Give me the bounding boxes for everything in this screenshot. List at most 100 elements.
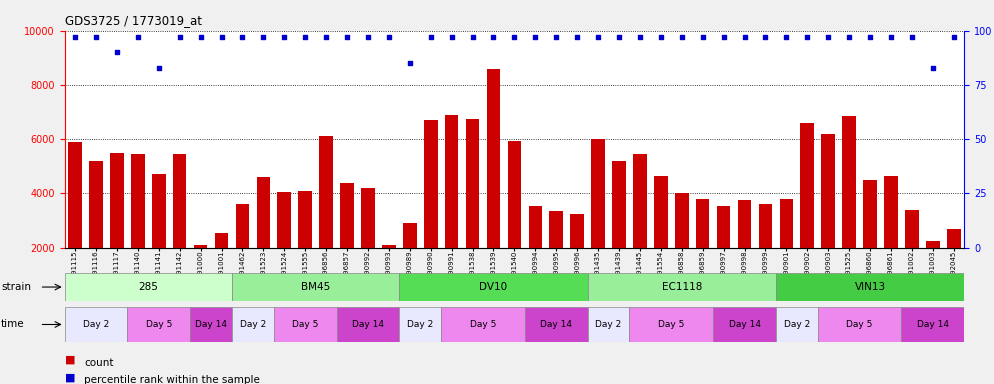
Point bbox=[632, 34, 648, 40]
Point bbox=[360, 34, 376, 40]
Bar bbox=[587, 273, 776, 301]
Text: Day 2: Day 2 bbox=[240, 320, 266, 329]
Point bbox=[904, 34, 919, 40]
Bar bbox=[818, 307, 902, 342]
Point bbox=[570, 34, 585, 40]
Point bbox=[653, 34, 669, 40]
Bar bbox=[382, 245, 396, 302]
Bar bbox=[232, 307, 273, 342]
Bar bbox=[587, 307, 629, 342]
Point bbox=[485, 34, 501, 40]
Text: DV10: DV10 bbox=[479, 282, 508, 292]
Bar bbox=[758, 204, 772, 302]
Text: Day 14: Day 14 bbox=[195, 320, 227, 329]
Bar bbox=[400, 307, 441, 342]
Text: GDS3725 / 1773019_at: GDS3725 / 1773019_at bbox=[65, 14, 202, 27]
Point bbox=[235, 34, 250, 40]
Text: BM45: BM45 bbox=[301, 282, 330, 292]
Bar bbox=[654, 176, 668, 302]
Bar bbox=[361, 188, 375, 302]
Bar bbox=[902, 307, 964, 342]
Point bbox=[297, 34, 313, 40]
Text: Day 2: Day 2 bbox=[83, 320, 109, 329]
Bar bbox=[884, 176, 898, 302]
Text: Day 2: Day 2 bbox=[595, 320, 621, 329]
Point bbox=[109, 50, 125, 56]
Point bbox=[695, 34, 711, 40]
Bar bbox=[466, 119, 479, 302]
Point bbox=[130, 34, 146, 40]
Bar bbox=[696, 199, 710, 302]
Text: Day 14: Day 14 bbox=[729, 320, 760, 329]
Text: Day 2: Day 2 bbox=[408, 320, 433, 329]
Bar bbox=[277, 192, 291, 302]
Text: Day 14: Day 14 bbox=[540, 320, 573, 329]
Text: 285: 285 bbox=[138, 282, 158, 292]
Bar bbox=[337, 307, 400, 342]
Point bbox=[276, 34, 292, 40]
Bar bbox=[529, 206, 542, 302]
Text: strain: strain bbox=[1, 282, 31, 292]
Bar bbox=[842, 116, 856, 302]
Bar bbox=[131, 154, 145, 302]
Bar bbox=[717, 206, 731, 302]
Point bbox=[883, 34, 899, 40]
Text: count: count bbox=[84, 358, 114, 368]
Bar bbox=[65, 307, 127, 342]
Point bbox=[318, 34, 334, 40]
Bar bbox=[445, 115, 458, 302]
Point bbox=[151, 65, 167, 71]
Bar bbox=[256, 177, 270, 302]
Bar bbox=[675, 194, 689, 302]
Text: Day 5: Day 5 bbox=[847, 320, 873, 329]
Bar bbox=[298, 191, 312, 302]
Bar bbox=[441, 307, 525, 342]
Bar bbox=[713, 307, 776, 342]
Bar bbox=[110, 153, 123, 302]
Point bbox=[590, 34, 606, 40]
Bar bbox=[340, 183, 354, 302]
Text: EC1118: EC1118 bbox=[662, 282, 702, 292]
Point bbox=[778, 34, 794, 40]
Text: Day 5: Day 5 bbox=[292, 320, 318, 329]
Point bbox=[339, 34, 355, 40]
Point bbox=[402, 60, 417, 66]
Bar bbox=[508, 141, 521, 302]
Point bbox=[716, 34, 732, 40]
Text: Day 2: Day 2 bbox=[783, 320, 810, 329]
Point bbox=[88, 34, 104, 40]
Point bbox=[507, 34, 523, 40]
Text: VIN13: VIN13 bbox=[855, 282, 886, 292]
Point bbox=[674, 34, 690, 40]
Bar bbox=[633, 154, 647, 302]
Point bbox=[464, 34, 480, 40]
Bar bbox=[863, 180, 877, 302]
Bar bbox=[776, 307, 818, 342]
Bar bbox=[629, 307, 713, 342]
Bar bbox=[232, 273, 400, 301]
Bar bbox=[190, 307, 232, 342]
Bar bbox=[273, 307, 337, 342]
Bar bbox=[319, 136, 333, 302]
Bar bbox=[194, 245, 208, 302]
Text: Day 5: Day 5 bbox=[470, 320, 496, 329]
Bar bbox=[173, 154, 187, 302]
Text: Day 5: Day 5 bbox=[658, 320, 685, 329]
Point bbox=[68, 34, 83, 40]
Bar bbox=[550, 211, 563, 302]
Bar bbox=[591, 139, 605, 302]
Bar bbox=[403, 223, 416, 302]
Text: ■: ■ bbox=[65, 372, 76, 382]
Text: percentile rank within the sample: percentile rank within the sample bbox=[84, 375, 260, 384]
Bar bbox=[779, 199, 793, 302]
Point bbox=[737, 34, 752, 40]
Bar bbox=[65, 273, 232, 301]
Point bbox=[757, 34, 773, 40]
Bar bbox=[612, 161, 626, 302]
Bar bbox=[127, 307, 190, 342]
Point bbox=[422, 34, 438, 40]
Bar bbox=[525, 307, 587, 342]
Text: Day 14: Day 14 bbox=[352, 320, 384, 329]
Point bbox=[193, 34, 209, 40]
Point bbox=[862, 34, 878, 40]
